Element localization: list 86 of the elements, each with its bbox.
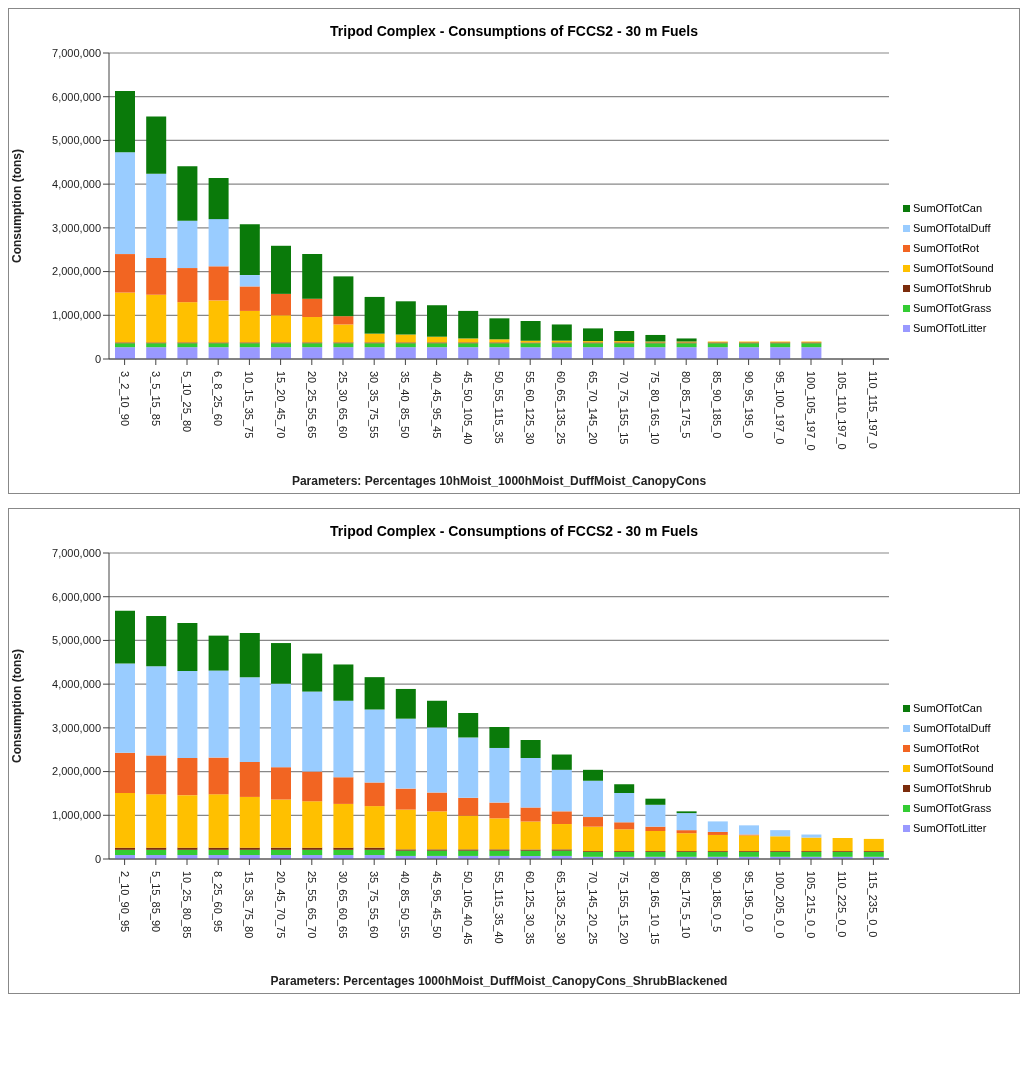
x-tick-label: 60_125_30_35 <box>524 871 537 945</box>
x-tick-label: 3_2_10_90 <box>118 371 131 427</box>
y-tick-label: 5,000,000 <box>52 634 101 647</box>
y-tick-label: 6,000,000 <box>52 590 101 603</box>
x-tick-label: 85_175_5_10 <box>680 871 693 939</box>
x-tick-label: 85_90_185_0 <box>711 371 724 439</box>
x-tick-label: 60_65_135_25 <box>555 371 568 445</box>
legend-label: SumOfTotGrass <box>913 802 992 814</box>
legend-label: SumOfTotSound <box>913 762 994 774</box>
y-tick-label: 0 <box>94 352 101 365</box>
legend-label: SumOfTotShrub <box>913 282 992 294</box>
legend-label: SumOfTotCan <box>913 702 983 714</box>
x-tick-label: 115_235_0_0 <box>867 871 880 938</box>
x-tick-label: 25_55_65_70 <box>305 871 318 939</box>
legend-label: SumOfTotRot <box>913 242 980 254</box>
y-tick-label: 4,000,000 <box>52 178 101 191</box>
y-axis-title: Consumption (tons) <box>10 149 25 263</box>
x-tick-label: 30_65_60_65 <box>337 871 349 939</box>
x-tick-label: 15_20_45_70 <box>274 371 287 439</box>
x-tick-label: 90_185_0_5 <box>711 871 724 933</box>
x-tick-label: 80_85_175_5 <box>680 371 693 439</box>
x-tick-label: 80_165_10_15 <box>649 871 661 945</box>
x-tick-label: 6_8_25_60 <box>212 371 225 427</box>
x-tick-label: 10_25_80_85 <box>181 871 193 939</box>
legend-label: SumOfTotLitter <box>913 822 987 834</box>
x-tick-label: 15_35_75_80 <box>243 871 256 939</box>
x-tick-label: 90_95_195_0 <box>742 371 755 439</box>
x-axis-title: Parameters: Percentages 1000hMoist_DuffMoist_CanopyCons_ShrubBlackened <box>270 974 728 988</box>
x-tick-label: 70_75_155_15 <box>617 371 630 445</box>
x-tick-label: 10_15_35_75 <box>243 371 256 439</box>
x-tick-label: 30_35_75_55 <box>368 371 381 439</box>
x-tick-label: 65_135_25_30 <box>555 871 568 945</box>
x-tick-label: 45_50_105_40 <box>461 371 474 445</box>
x-tick-label: 75_80_165_10 <box>649 371 661 445</box>
y-tick-label: 6,000,000 <box>52 90 101 103</box>
x-tick-label: 65_70_145_20 <box>586 371 599 445</box>
x-tick-label: 55_115_35_40 <box>493 871 505 944</box>
x-tick-label: 25_30_65_60 <box>337 371 349 439</box>
y-axis-title: Consumption (tons) <box>10 649 25 763</box>
x-tick-label: 20_45_70_75 <box>274 871 287 939</box>
x-tick-label: 55_60_125_30 <box>524 371 537 445</box>
legend-label: SumOfTotCan <box>913 202 983 214</box>
x-tick-label: 35_75_55_60 <box>368 871 381 939</box>
x-tick-label: 95_195_0_0 <box>742 871 755 933</box>
y-tick-label: 2,000,000 <box>52 265 101 278</box>
x-tick-label: 100_105_197_0 <box>805 371 817 451</box>
x-tick-label: 95_100_197_0 <box>773 371 786 445</box>
y-tick-label: 3,000,000 <box>52 221 101 234</box>
x-tick-label: 100_205_0_0 <box>773 871 786 939</box>
x-tick-label: 50_55_115_35 <box>493 371 505 444</box>
x-tick-label: 3_5_15_85 <box>149 371 162 427</box>
legend-label: SumOfTotRot <box>913 742 980 754</box>
y-tick-label: 2,000,000 <box>52 765 101 778</box>
x-axis-title: Parameters: Percentages 10hMoist_1000hMoist_DuffMoist_CanopyCons <box>291 474 707 488</box>
x-tick-label: 5_15_85_90 <box>149 871 162 933</box>
legend-label: SumOfTotGrass <box>913 302 992 314</box>
legend-label: SumOfTotShrub <box>913 782 992 794</box>
y-tick-label: 1,000,000 <box>52 809 101 822</box>
x-tick-label: 50_105_40_45 <box>461 871 474 945</box>
x-tick-label: 20_25_55_65 <box>305 371 318 439</box>
x-tick-label: 40_85_50_55 <box>399 871 412 939</box>
y-tick-label: 0 <box>94 852 101 865</box>
x-tick-label: 40_45_95_45 <box>430 371 443 439</box>
y-tick-label: 3,000,000 <box>52 721 101 734</box>
x-tick-label: 2_10_90_95 <box>118 871 131 933</box>
legend-label: SumOfTotLitter <box>913 322 987 334</box>
y-tick-label: 1,000,000 <box>52 309 101 322</box>
x-tick-label: 110_115_197_0 <box>867 371 880 449</box>
legend-label: SumOfTotSound <box>913 262 994 274</box>
x-tick-label: 75_155_15_20 <box>617 871 630 945</box>
x-tick-label: 45_95_45_50 <box>430 871 443 939</box>
chart-title: Tripod Complex - Consumptions of FCCS2 - 30 m Fuels <box>329 522 699 541</box>
x-tick-label: 105_215_0_0 <box>805 871 817 939</box>
x-tick-label: 70_145_20_25 <box>586 871 599 945</box>
x-tick-label: 110_225_0_0 <box>836 871 849 938</box>
y-tick-label: 7,000,000 <box>52 546 101 559</box>
y-tick-label: 4,000,000 <box>52 678 101 691</box>
y-tick-label: 7,000,000 <box>52 46 101 59</box>
x-tick-label: 8_25_60_95 <box>212 871 225 933</box>
legend-label: SumOfTotalDuff <box>913 722 991 734</box>
chart-title: Tripod Complex - Consumptions of FCCS2 - 30 m Fuels <box>329 22 699 41</box>
legend-label: SumOfTotalDuff <box>913 222 991 234</box>
x-tick-label: 35_40_85_50 <box>399 371 412 439</box>
x-tick-label: 5_10_25_80 <box>181 371 193 433</box>
y-tick-label: 5,000,000 <box>52 134 101 147</box>
x-tick-label: 105_110_197_0 <box>836 371 849 450</box>
